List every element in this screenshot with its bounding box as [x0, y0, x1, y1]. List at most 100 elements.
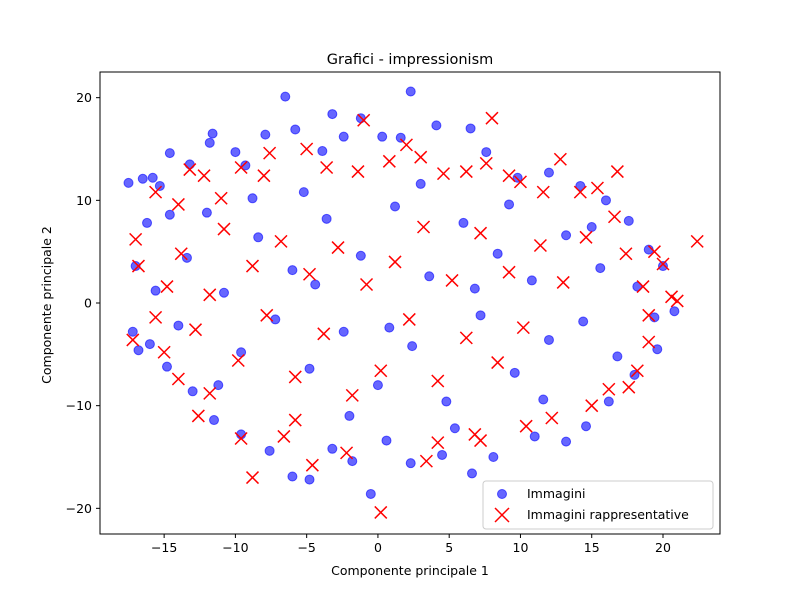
point-immagini: [467, 468, 477, 479]
y-axis-ticks: −20 −10 0 10 20: [66, 90, 100, 516]
point-immagini: [652, 344, 663, 355]
point-immagini: [581, 421, 592, 432]
point-immagini-rappresentative: [302, 267, 317, 281]
point-immagini: [184, 159, 195, 170]
point-immagini: [575, 180, 586, 191]
point-immagini: [372, 380, 383, 391]
chart-title: Grafici - impressionism: [327, 52, 494, 68]
point-immagini-rappresentative: [288, 413, 302, 427]
point-immagini: [407, 341, 418, 352]
point-immagini: [304, 474, 315, 485]
point-immagini-rappresentative: [305, 458, 319, 472]
point-immagini: [561, 436, 572, 447]
point-immagini: [657, 261, 668, 272]
point-immagini: [230, 147, 241, 158]
point-immagini: [247, 193, 258, 204]
x-tick-label: 20: [655, 540, 671, 555]
point-immagini: [415, 178, 426, 189]
point-immagini: [504, 199, 515, 210]
point-immagini-rappresentative: [553, 152, 567, 166]
point-immagini-rappresentative: [191, 409, 205, 423]
point-immagini-rappresentative: [345, 388, 359, 402]
point-immagini: [441, 396, 452, 407]
point-immagini-rappresentative: [607, 210, 622, 224]
point-immagini: [280, 91, 291, 102]
point-immagini: [137, 173, 148, 184]
point-immagini-rappresentative: [519, 419, 533, 433]
point-immagini-rappresentative: [670, 294, 684, 308]
point-immagini-rappresentative: [160, 280, 174, 294]
point-immagini: [600, 195, 611, 206]
point-immagini: [287, 265, 298, 276]
point-immagini: [395, 132, 406, 143]
point-immagini: [327, 109, 338, 120]
point-immagini-rappresentative: [556, 275, 570, 289]
point-immagini: [298, 187, 309, 198]
point-immagini: [355, 250, 366, 261]
x-tick-label: −15: [151, 540, 177, 555]
x-axis-ticks: −15 −10 −5 0 5 10 15 20: [151, 534, 671, 555]
point-immagini-rappresentative: [491, 356, 505, 370]
legend-label-immagini-rappresentative: Immagini rappresentative: [527, 507, 689, 522]
point-immagini-rappresentative: [459, 165, 473, 179]
point-immagini: [481, 147, 492, 158]
y-tick-label: −10: [66, 398, 92, 413]
point-immagini: [142, 217, 153, 228]
point-immagini-rappresentative: [590, 181, 604, 195]
point-immagini-rappresentative: [399, 138, 413, 152]
point-immagini: [377, 131, 388, 142]
point-immagini: [632, 281, 643, 292]
point-immagini-rappresentative: [245, 259, 260, 273]
point-immagini: [405, 86, 416, 97]
point-immagini: [161, 361, 172, 372]
point-immagini-rappresentative: [234, 431, 248, 446]
point-immagini-rappresentative: [545, 411, 559, 425]
data-marks: [123, 86, 704, 519]
point-immagini-rappresentative: [340, 446, 354, 460]
legend-box: [482, 480, 714, 530]
point-immagini-rappresentative: [474, 434, 488, 448]
point-immagini: [529, 431, 540, 442]
point-immagini: [310, 279, 321, 290]
legend-label-immagini: Immagini: [527, 486, 586, 501]
point-immagini-rappresentative: [579, 230, 593, 244]
point-immagini: [173, 320, 184, 331]
x-tick-label: 0: [374, 540, 382, 555]
point-immagini: [209, 415, 220, 426]
point-immagini-rappresentative: [445, 273, 459, 287]
point-immagini: [543, 334, 554, 345]
point-immagini: [317, 146, 328, 157]
point-immagini-rappresentative: [183, 163, 197, 177]
point-immagini-rappresentative: [359, 277, 374, 292]
point-immagini-rappresentative: [374, 505, 388, 519]
point-immagini-rappresentative: [533, 238, 547, 253]
point-immagini: [475, 310, 486, 321]
point-immagini: [492, 248, 503, 259]
legend: Immagini Immagini rappresentative: [482, 480, 714, 530]
x-axis-label: Componente principale 1: [331, 563, 489, 578]
point-immagini-rappresentative: [690, 234, 704, 248]
point-immagini: [465, 123, 476, 134]
point-immagini: [207, 128, 218, 139]
point-immagini-rappresentative: [234, 160, 248, 175]
point-immagini: [181, 252, 192, 263]
x-tick-label: −5: [297, 540, 315, 555]
point-immagini-rappresentative: [502, 169, 516, 183]
point-immagini-rappresentative: [149, 185, 163, 199]
point-immagini-rappresentative: [126, 333, 140, 347]
point-immagini: [469, 283, 480, 294]
point-immagini-rappresentative: [665, 290, 679, 304]
y-tick-label: 0: [84, 296, 92, 311]
point-immagini-rappresentative: [636, 280, 650, 294]
point-immagini-rappresentative: [320, 160, 334, 175]
point-immagini-rappresentative: [642, 335, 656, 349]
point-immagini-rappresentative: [288, 370, 302, 384]
point-immagini-rappresentative: [502, 265, 516, 279]
x-tick-label: 15: [584, 540, 600, 555]
point-immagini: [253, 232, 264, 243]
point-immagini: [201, 207, 212, 218]
point-immagini: [164, 148, 175, 159]
point-immagini: [595, 263, 606, 274]
point-immagini-rappresentative: [300, 142, 314, 156]
point-immagini: [612, 351, 623, 362]
